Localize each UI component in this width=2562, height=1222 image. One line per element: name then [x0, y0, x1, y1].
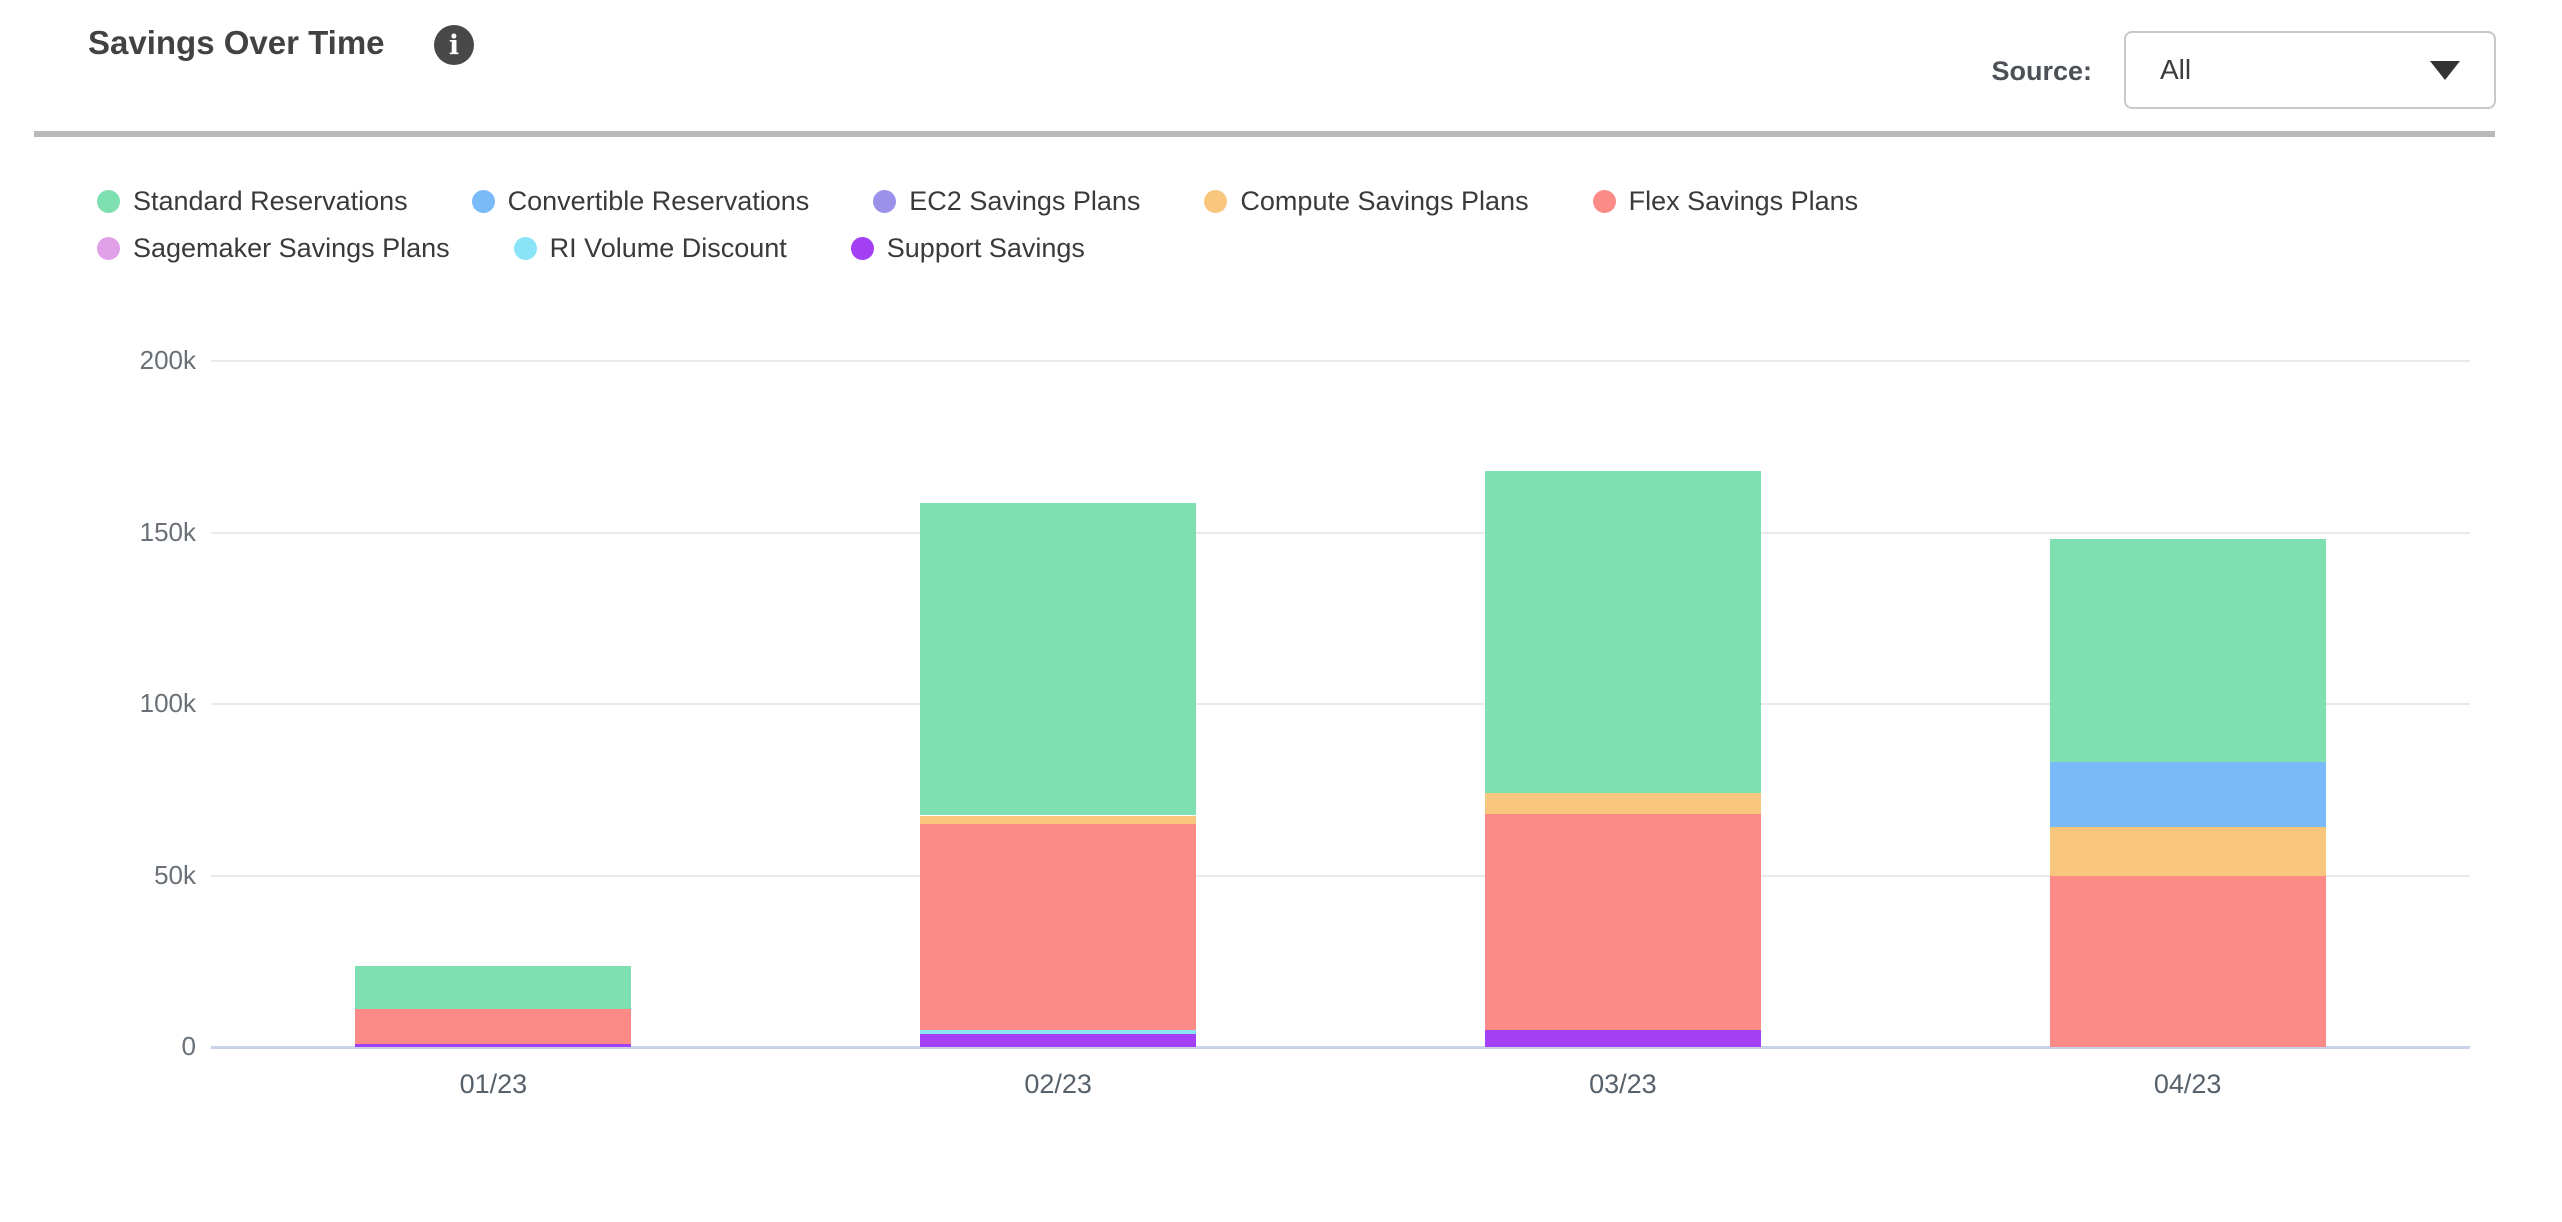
- info-icon[interactable]: i: [434, 25, 474, 65]
- legend-label: Compute Savings Plans: [1240, 186, 1529, 216]
- legend-label: Support Savings: [886, 233, 1085, 263]
- bar-segment[interactable]: [920, 815, 1197, 825]
- y-axis-tick-label: 50k: [154, 859, 196, 890]
- bar-segment[interactable]: [920, 503, 1197, 816]
- legend-item[interactable]: Standard Reservations: [97, 186, 408, 217]
- y-axis-tick-label: 0: [181, 1031, 196, 1061]
- header-divider: [34, 131, 2495, 137]
- savings-chart: 0 50k 100k 150k 200k 01/23 02/23 03/23 04/23: [140, 310, 2470, 1100]
- source-label: Source:: [1991, 56, 2092, 86]
- bar-segment[interactable]: [2049, 539, 2326, 763]
- bar-segment[interactable]: [355, 1043, 632, 1047]
- bar-segment[interactable]: [1484, 793, 1761, 814]
- legend-dot-icon: [873, 190, 897, 213]
- gridline: [211, 360, 2470, 362]
- legend-item[interactable]: Flex Savings Plans: [1592, 186, 1859, 217]
- x-axis-tick-label: 01/23: [459, 1069, 528, 1099]
- legend-item[interactable]: EC2 Savings Plans: [873, 186, 1140, 217]
- legend-item[interactable]: RI Volume Discount: [513, 233, 787, 264]
- legend-label: Convertible Reservations: [507, 186, 810, 216]
- page-title: Savings Over Time: [88, 24, 385, 61]
- legend-label: Standard Reservations: [133, 186, 408, 216]
- y-axis-tick-label: 150k: [139, 516, 196, 547]
- legend-dot-icon: [1204, 190, 1228, 213]
- legend-dot-icon: [97, 237, 120, 260]
- legend-item[interactable]: Sagemaker Savings Plans: [97, 233, 450, 264]
- chart-legend: Standard Reservations Convertible Reserva…: [97, 186, 2247, 264]
- bar-segment[interactable]: [2049, 827, 2326, 876]
- bar-segment[interactable]: [1484, 813, 1761, 1030]
- source-select[interactable]: All: [2124, 31, 2496, 109]
- x-axis-line: [211, 1046, 2470, 1049]
- gridline: [211, 874, 2470, 877]
- gridline: [211, 703, 2470, 705]
- bar-segment[interactable]: [920, 1029, 1197, 1034]
- legend-item[interactable]: Convertible Reservations: [471, 186, 810, 217]
- bar-segment[interactable]: [1484, 1029, 1761, 1047]
- legend-label: EC2 Savings Plans: [909, 186, 1141, 216]
- x-axis-tick-label: 02/23: [1024, 1069, 1092, 1099]
- legend-label: RI Volume Discount: [549, 233, 787, 263]
- bar-segment[interactable]: [2049, 875, 2326, 1047]
- y-axis-tick-label: 200k: [139, 345, 196, 375]
- bar-segment[interactable]: [1484, 470, 1761, 794]
- legend-item[interactable]: Compute Savings Plans: [1204, 186, 1529, 217]
- bar-segment[interactable]: [920, 824, 1197, 1030]
- legend-label: Flex Savings Plans: [1628, 186, 1859, 216]
- y-axis-tick-label: 100k: [139, 688, 196, 718]
- gridline: [211, 531, 2470, 534]
- legend-dot-icon: [1592, 190, 1616, 213]
- bar-segment[interactable]: [2049, 762, 2326, 828]
- legend-dot-icon: [471, 190, 495, 213]
- bar-segment[interactable]: [920, 1033, 1197, 1047]
- legend-label: Sagemaker Savings Plans: [133, 233, 450, 263]
- bar-segment[interactable]: [355, 966, 632, 1010]
- source-select-value: All: [2160, 54, 2192, 85]
- bar-segment[interactable]: [355, 1009, 632, 1044]
- legend-dot-icon: [513, 237, 537, 260]
- legend-dot-icon: [97, 190, 120, 213]
- legend-item[interactable]: Support Savings: [850, 233, 1085, 264]
- x-axis-tick-label: 04/23: [2153, 1069, 2222, 1099]
- chevron-down-icon: [2430, 60, 2460, 80]
- x-axis-tick-label: 03/23: [1589, 1069, 1657, 1099]
- legend-dot-icon: [850, 237, 874, 260]
